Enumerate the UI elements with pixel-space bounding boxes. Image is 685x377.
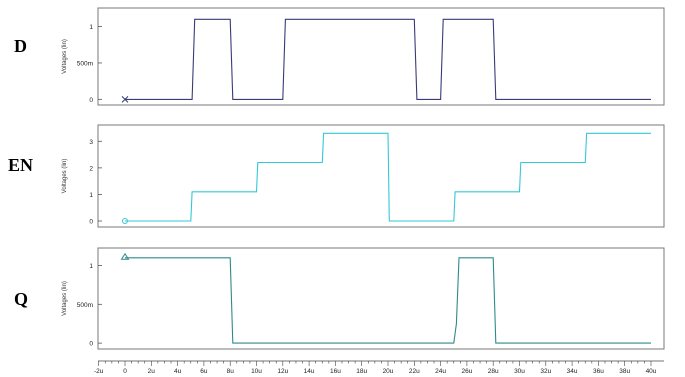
y-axis-label-en: Voltages (lin) xyxy=(62,159,68,194)
start-marker-en xyxy=(122,218,128,225)
x-tick-label: 32u xyxy=(540,368,551,375)
y-tick-label-d: 1 xyxy=(89,24,93,31)
panel-label-en: EN xyxy=(8,155,34,175)
x-tick-label: 26u xyxy=(461,368,472,375)
x-tick-label: 10u xyxy=(251,368,262,375)
x-tick-label: 2u xyxy=(148,368,156,375)
panel-frame-q xyxy=(97,247,665,350)
panel-d: 0 500m 1 Voltages (lin) xyxy=(62,7,665,106)
x-tick-label: 28u xyxy=(488,368,499,375)
y-tick-label-en: 1 xyxy=(89,192,93,199)
x-tick-label: 6u xyxy=(200,368,208,375)
x-tick-label: 30u xyxy=(514,368,525,375)
x-tick-label: 24u xyxy=(435,368,446,375)
x-tick-label: 20u xyxy=(383,368,394,375)
waveform-en xyxy=(125,132,651,222)
panel-label-d: D xyxy=(14,36,27,56)
x-tick-label: 38u xyxy=(619,368,630,375)
start-marker-d xyxy=(121,96,129,103)
panel-q: 0 500m 1 Voltages (lin) xyxy=(62,247,665,350)
y-tick-label-q: 0 xyxy=(89,341,93,348)
y-axis-label-d: Voltages (lin) xyxy=(62,39,68,74)
x-tick-label: 34u xyxy=(567,368,578,375)
panel-label-q: Q xyxy=(14,289,29,309)
y-tick-label-q: 500m xyxy=(77,302,93,309)
x-tick-label: 12u xyxy=(277,368,288,375)
y-tick-label-d: 500m xyxy=(77,60,93,67)
y-tick-label-en: 0 xyxy=(89,219,93,226)
x-tick-label: 18u xyxy=(356,368,367,375)
y-tick-label-en: 3 xyxy=(89,139,93,146)
panel-en: 0 1 2 3 Voltages (lin) xyxy=(62,124,665,228)
y-tick-label-d: 0 xyxy=(89,97,93,104)
x-tick-label: 4u xyxy=(174,368,182,375)
x-tick-label: 14u xyxy=(304,368,315,375)
y-axis-label-q: Voltages (lin) xyxy=(62,281,68,316)
start-marker-q xyxy=(120,252,130,260)
x-tick-label: 40u xyxy=(646,368,657,375)
y-tick-label-q: 1 xyxy=(89,263,93,270)
x-tick-label: 36u xyxy=(593,368,604,375)
y-tick-label-en: 2 xyxy=(89,165,93,172)
x-tick-label: 8u xyxy=(227,368,235,375)
panel-frame-d xyxy=(97,7,665,106)
x-tick-label: 22u xyxy=(409,368,420,375)
panel-frame-en xyxy=(97,124,665,228)
x-axis: -2u 0 2u 4u 6u 8u 10u 12u 14u 16u 18u 20u 22u 24u 26u 2… xyxy=(94,360,664,375)
x-tick-label: 0 xyxy=(123,368,127,375)
waveform-d xyxy=(125,18,651,100)
x-tick-label: 16u xyxy=(330,368,341,375)
waveform-q xyxy=(125,257,651,344)
x-tick-label: -2u xyxy=(94,368,104,375)
